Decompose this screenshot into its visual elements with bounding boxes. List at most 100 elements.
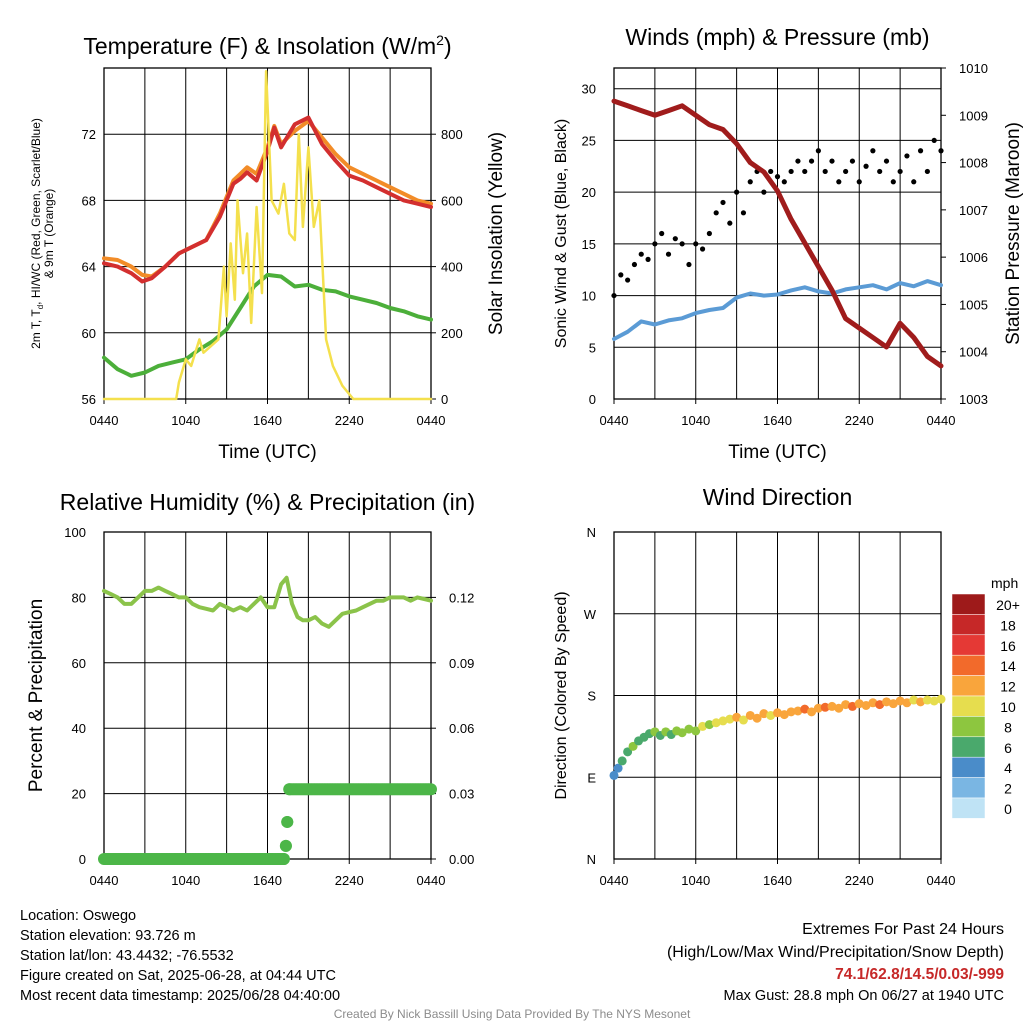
gust-point	[618, 272, 624, 278]
gust-point	[815, 148, 821, 154]
legend-swatch	[951, 654, 986, 676]
y2-tick-label: 0	[441, 392, 448, 407]
x-tick-label: 1640	[253, 413, 282, 428]
x-tick-label: 2240	[335, 873, 364, 888]
y-tick-label: 0	[79, 852, 86, 867]
chart-title-winds: Winds (mph) & Pressure (mb)	[625, 24, 929, 50]
direction-point	[813, 703, 823, 713]
x-tick-label: 1040	[681, 873, 710, 888]
station-latlon: Station lat/lon: 43.4432; -76.5532	[20, 948, 234, 964]
x-tick-label: 1040	[171, 873, 200, 888]
y-tick-label: 30	[582, 82, 596, 97]
recent-data-timestamp: Most recent data timestamp: 2025/06/28 0…	[20, 988, 341, 1004]
direction-point	[738, 715, 748, 725]
legend-swatch	[951, 593, 986, 615]
direction-point	[793, 706, 803, 716]
direction-point	[704, 720, 714, 730]
gust-point	[611, 292, 617, 299]
gust-point	[836, 179, 842, 185]
legend-swatch	[951, 797, 986, 819]
direction-point	[698, 721, 708, 731]
gust-point	[795, 158, 801, 164]
x-tick-label: 0440	[927, 873, 956, 888]
y2-tick-label: 0.09	[449, 656, 474, 671]
direction-point	[820, 702, 830, 712]
direction-point	[617, 756, 627, 766]
y-axis-label-line2: & 9m T (Orange)	[42, 189, 56, 279]
direction-point	[691, 726, 701, 736]
legend-label: 12	[1000, 679, 1016, 695]
gust-point	[883, 158, 890, 164]
gust-point	[863, 163, 869, 169]
y-tick-label: 15	[582, 237, 596, 252]
direction-point	[882, 697, 891, 707]
legend-swatch	[951, 736, 986, 758]
legend-label: 2	[1004, 781, 1012, 797]
gust-point	[747, 179, 753, 185]
gust-point	[693, 241, 699, 247]
gust-point	[938, 148, 944, 154]
x-tick-label: 0440	[600, 413, 629, 428]
direction-point	[868, 698, 878, 708]
y2-tick-label: 800	[441, 127, 463, 142]
extremes-title: Extremes For Past 24 Hours	[802, 921, 1004, 938]
direction-point	[732, 712, 742, 722]
chart-title-temperature: Temperature (F) & Insolation (W/m2)	[83, 32, 451, 59]
legend-label: 18	[1000, 617, 1016, 633]
y-tick-label: 10	[582, 289, 596, 304]
y2-tick-label: 1010	[959, 61, 988, 76]
y2-tick-label: 1007	[959, 203, 988, 218]
gust-point	[734, 189, 740, 195]
gust-point	[911, 179, 917, 185]
gust-point	[870, 148, 876, 154]
legend-label: 20+	[996, 597, 1020, 613]
legend-swatch	[951, 777, 986, 799]
direction-point	[875, 700, 885, 710]
y-tick-label: 5	[589, 340, 596, 355]
legend-swatch	[951, 695, 986, 717]
gust-point	[781, 179, 787, 185]
gust-point	[931, 137, 937, 144]
direction-point	[623, 747, 633, 757]
y-tick-label: 0	[589, 392, 596, 407]
x-tick-label: 0440	[90, 873, 119, 888]
direction-point	[807, 707, 817, 717]
direction-point	[800, 704, 810, 714]
y-tick-label: N	[587, 525, 596, 540]
gust-point	[822, 168, 828, 175]
gust-point	[877, 168, 883, 175]
direction-point	[916, 697, 926, 707]
gust-point	[625, 277, 631, 283]
x-tick-label: 0440	[600, 873, 629, 888]
y-axis-label-group: Percent & Precipitation	[26, 599, 47, 792]
legend-swatch	[951, 716, 986, 738]
station-info: Location: Oswego Station elevation: 93.7…	[20, 906, 340, 1006]
legend-label: 4	[1004, 760, 1012, 776]
direction-point	[745, 710, 755, 720]
legend-label: 16	[1000, 638, 1016, 654]
y-tick-label: 72	[82, 127, 96, 142]
relative-humidity-line	[102, 575, 433, 629]
direction-point	[718, 716, 728, 726]
direction-point	[677, 728, 687, 738]
y-axis-label-group: Direction (Colored By Speed)	[553, 591, 570, 799]
gust-point	[788, 168, 794, 175]
y-tick-label: S	[587, 689, 596, 704]
temp-series-2	[102, 272, 433, 378]
legend-swatch	[951, 614, 986, 636]
gust-point	[679, 241, 685, 247]
y-tick-label: 40	[72, 721, 86, 736]
y-tick-label: W	[584, 607, 597, 622]
y2-tick-label: 0.00	[449, 852, 474, 867]
y-tick-label: 64	[82, 260, 96, 275]
chart-title-humidity: Relative Humidity (%) & Precipitation (i…	[60, 489, 475, 515]
y2-tick-label: 0.12	[449, 590, 474, 605]
gust-point	[904, 153, 910, 159]
y-tick-label: N	[587, 852, 596, 867]
y-tick-label: 68	[82, 193, 96, 208]
y2-tick-label: 400	[441, 260, 463, 275]
x-tick-label: 1040	[681, 413, 710, 428]
x-tick-label: 1640	[763, 413, 792, 428]
gust-point	[652, 241, 658, 247]
